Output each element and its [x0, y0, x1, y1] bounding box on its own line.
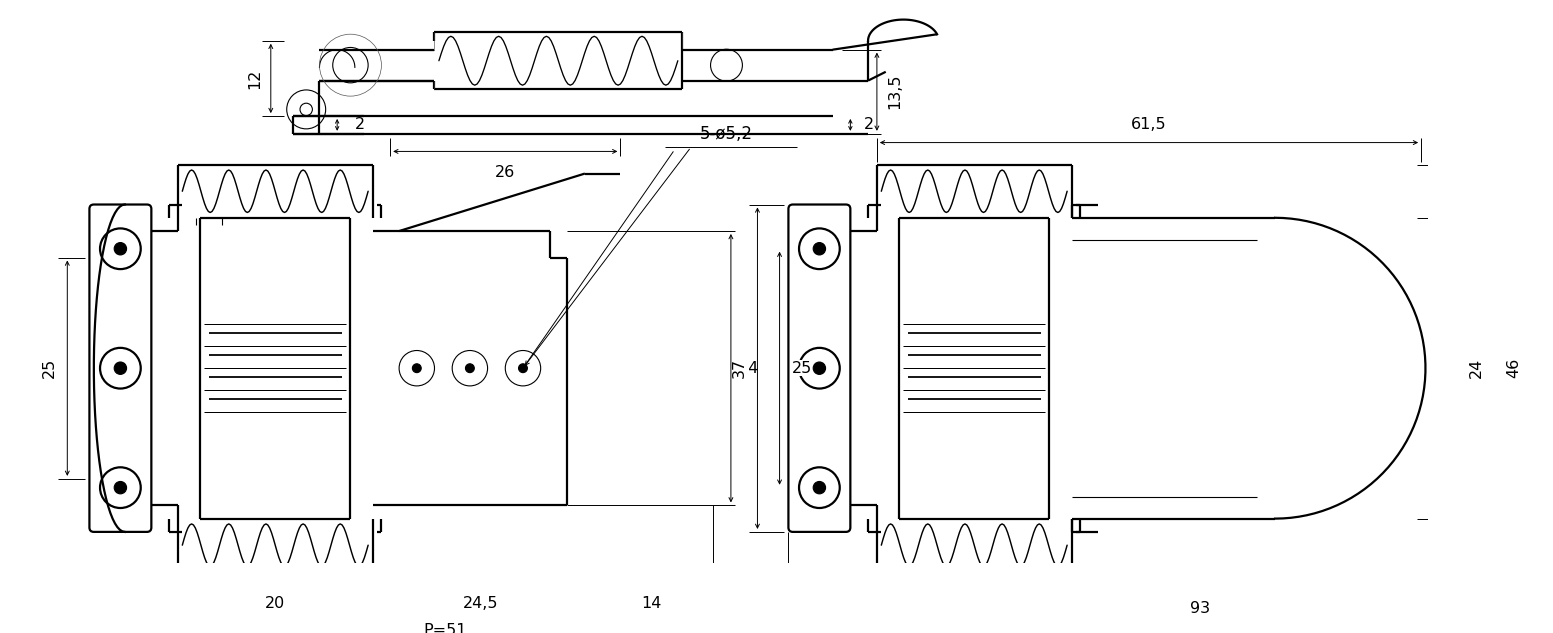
Circle shape [814, 242, 826, 255]
Text: 46: 46 [1506, 358, 1522, 379]
Text: 2: 2 [863, 117, 874, 132]
Text: 12: 12 [247, 68, 262, 89]
Text: 25: 25 [792, 361, 812, 376]
Text: 13,5: 13,5 [887, 74, 902, 110]
Text: 20: 20 [266, 596, 286, 611]
Circle shape [115, 242, 127, 255]
Circle shape [413, 364, 421, 373]
Circle shape [519, 364, 528, 373]
Circle shape [115, 482, 127, 494]
Text: 2: 2 [356, 117, 365, 132]
Text: 93: 93 [1190, 601, 1210, 616]
Text: P=51: P=51 [424, 623, 467, 633]
Text: 5-ø5,2: 5-ø5,2 [700, 125, 753, 142]
Text: 25: 25 [42, 358, 57, 379]
Text: 37: 37 [733, 358, 747, 379]
Text: 14: 14 [641, 596, 662, 611]
Text: 14: 14 [738, 361, 759, 376]
Circle shape [814, 362, 826, 374]
Text: 61,5: 61,5 [1131, 117, 1166, 132]
Text: 24,5: 24,5 [463, 596, 499, 611]
Circle shape [814, 482, 826, 494]
Text: 26: 26 [495, 165, 516, 180]
Circle shape [115, 362, 127, 374]
Circle shape [466, 364, 474, 373]
Text: 24: 24 [1469, 358, 1483, 379]
